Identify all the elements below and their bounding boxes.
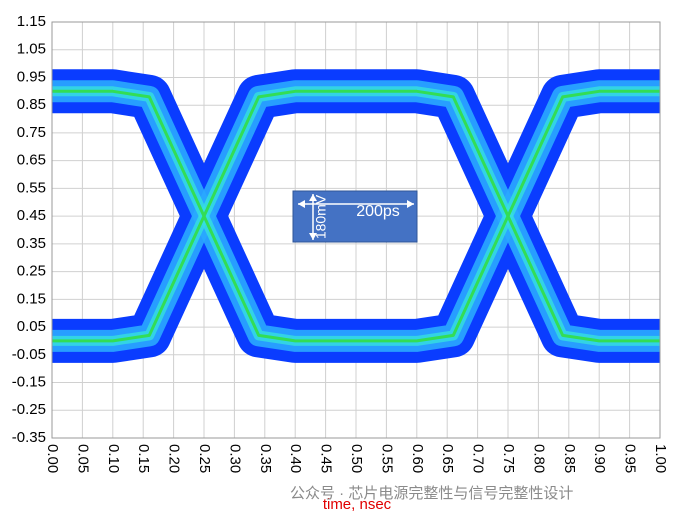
- plot-frame: [51, 21, 661, 439]
- x-tick-label: 0.85: [561, 444, 578, 473]
- y-tick-label: 1.05: [17, 41, 46, 58]
- x-tick-label: 0.75: [500, 444, 517, 473]
- eye-trace: [52, 89, 660, 343]
- x-tick-label: 0.80: [530, 444, 547, 473]
- x-tick-label: 0.65: [439, 444, 456, 473]
- x-tick-label: 0.40: [287, 444, 304, 473]
- annotation-box: 200ps 180mV: [292, 190, 418, 243]
- y-tick-label: 0.55: [17, 179, 46, 196]
- eye-trace: [52, 89, 660, 343]
- eye-traces: [52, 69, 660, 363]
- y-tick-label: 0.75: [17, 124, 46, 141]
- x-tick-label: 1.00: [652, 444, 669, 473]
- y-tick-label: 0.45: [17, 207, 46, 224]
- y-tick-label: 0.85: [17, 96, 46, 113]
- x-tick-label: 0.15: [135, 444, 152, 473]
- y-tick-label: 0.95: [17, 68, 46, 85]
- y-tick-label: -0.25: [12, 401, 46, 418]
- annotation-text: 180mV: [313, 194, 329, 239]
- x-tick-label: 0.90: [591, 444, 608, 473]
- y-tick-label: 0.05: [17, 318, 46, 335]
- y-tick-label: 0.65: [17, 152, 46, 169]
- x-tick-label: 0.95: [622, 444, 639, 473]
- x-tick-label: 0.45: [318, 444, 335, 473]
- x-tick-label: 0.25: [196, 444, 213, 473]
- watermark: 公众号 · 芯片电源完整性与信号完整性设计: [290, 485, 573, 502]
- x-tick-label: 0.50: [348, 444, 365, 473]
- x-tick-label: 0.00: [44, 444, 61, 473]
- x-tick-label: 0.55: [378, 444, 395, 473]
- y-tick-label: 0.25: [17, 263, 46, 280]
- y-tick-label: -0.15: [12, 374, 46, 391]
- x-tick-label: 0.35: [257, 444, 274, 473]
- y-tick-label: 0.15: [17, 290, 46, 307]
- x-axis-label: time, nsec: [323, 496, 392, 513]
- y-tick-label: 1.15: [17, 13, 46, 30]
- x-tick-label: 0.20: [166, 444, 183, 473]
- x-tick-label: 0.05: [74, 444, 91, 473]
- x-tick-label: 0.60: [409, 444, 426, 473]
- y-tick-label: 0.35: [17, 235, 46, 252]
- x-tick-label: 0.30: [226, 444, 243, 473]
- annotation-text: 200ps: [356, 203, 400, 220]
- y-tick-label: -0.35: [12, 429, 46, 446]
- x-tick-label: 0.70: [470, 444, 487, 473]
- x-tick-label: 0.10: [105, 444, 122, 473]
- y-tick-label: -0.05: [12, 346, 46, 363]
